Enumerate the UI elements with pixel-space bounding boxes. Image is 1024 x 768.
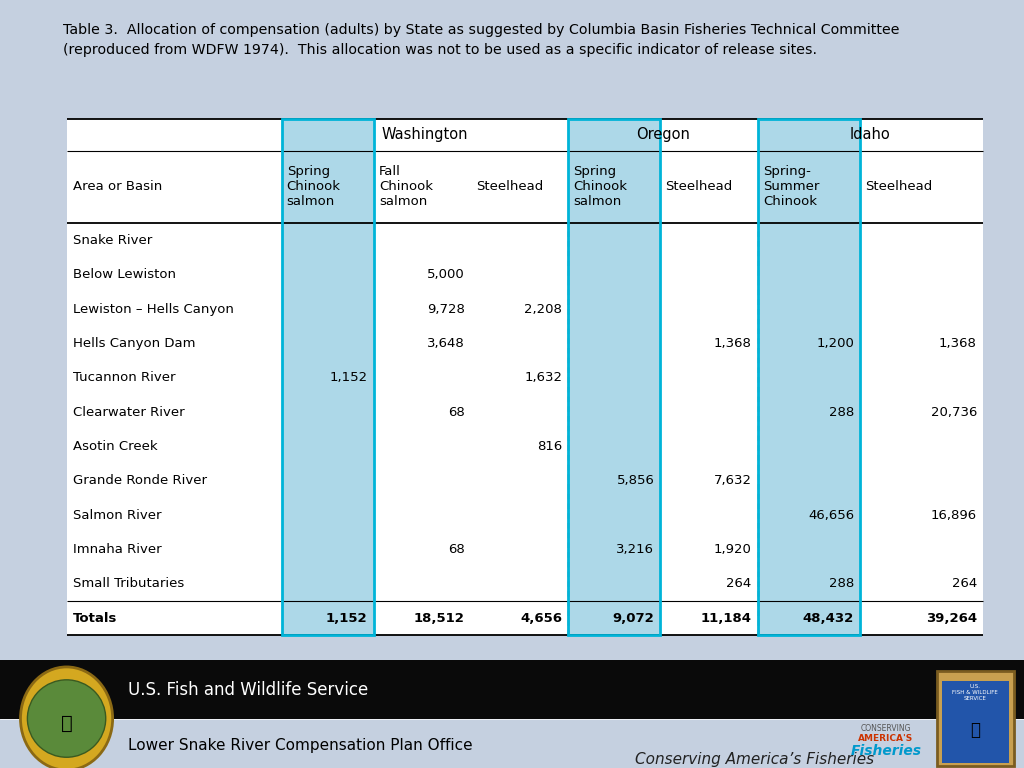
Text: 🦬: 🦬 [60, 714, 73, 733]
Text: 68: 68 [449, 406, 465, 419]
Text: Area or Basin: Area or Basin [73, 180, 162, 194]
Text: AMERICA'S: AMERICA'S [858, 734, 913, 743]
Text: 7,632: 7,632 [714, 475, 752, 488]
Text: 1,152: 1,152 [330, 371, 368, 384]
Text: Steelhead: Steelhead [666, 180, 733, 194]
Text: Washington: Washington [382, 127, 468, 142]
Text: Asotin Creek: Asotin Creek [73, 440, 158, 453]
Text: 3,216: 3,216 [616, 543, 654, 556]
Text: 48,432: 48,432 [803, 611, 854, 624]
Text: 1,632: 1,632 [524, 371, 562, 384]
Text: Snake River: Snake River [73, 234, 152, 247]
Text: 11,184: 11,184 [700, 611, 752, 624]
Text: 5,856: 5,856 [616, 475, 654, 488]
Text: Conserving America’s Fisheries: Conserving America’s Fisheries [635, 752, 874, 766]
Text: 2,208: 2,208 [524, 303, 562, 316]
Text: Grande Ronde River: Grande Ronde River [73, 475, 207, 488]
Text: U.S.
FISH & WILDLIFE
SERVICE: U.S. FISH & WILDLIFE SERVICE [952, 684, 997, 701]
Text: 3,648: 3,648 [427, 337, 465, 350]
Text: Tucannon River: Tucannon River [73, 371, 175, 384]
Text: 1,920: 1,920 [714, 543, 752, 556]
Text: 1,152: 1,152 [326, 611, 368, 624]
Text: 264: 264 [951, 578, 977, 591]
Text: 288: 288 [828, 406, 854, 419]
Text: 9,728: 9,728 [427, 303, 465, 316]
Ellipse shape [20, 667, 113, 768]
Text: Fall
Chinook
salmon: Fall Chinook salmon [379, 165, 433, 208]
Bar [937, 671, 1014, 766]
Bar [758, 119, 860, 635]
Text: Table 3.  Allocation of compensation (adults) by State as suggested by Columbia : Table 3. Allocation of compensation (adu… [63, 23, 900, 57]
Text: 20,736: 20,736 [931, 406, 977, 419]
Text: 1,200: 1,200 [816, 337, 854, 350]
Bar [67, 119, 983, 635]
Text: 46,656: 46,656 [808, 508, 854, 521]
Text: Oregon: Oregon [636, 127, 690, 142]
Text: 16,896: 16,896 [931, 508, 977, 521]
Bar [0, 660, 1024, 719]
Text: Steelhead: Steelhead [865, 180, 933, 194]
Text: Spring
Chinook
salmon: Spring Chinook salmon [573, 165, 628, 208]
Text: 39,264: 39,264 [926, 611, 977, 624]
Text: 5,000: 5,000 [427, 268, 465, 281]
Ellipse shape [28, 680, 105, 757]
Text: 816: 816 [537, 440, 562, 453]
Text: 1,368: 1,368 [714, 337, 752, 350]
Bar [282, 119, 374, 635]
Text: CONSERVING: CONSERVING [860, 724, 911, 733]
Text: 18,512: 18,512 [414, 611, 465, 624]
Bar [942, 681, 1009, 763]
Text: 68: 68 [449, 543, 465, 556]
Text: Idaho: Idaho [850, 127, 891, 142]
Text: Small Tributaries: Small Tributaries [73, 578, 184, 591]
Text: Clearwater River: Clearwater River [73, 406, 184, 419]
Text: Below Lewiston: Below Lewiston [73, 268, 176, 281]
Bar [282, 119, 374, 635]
Bar [568, 119, 660, 635]
Text: Steelhead: Steelhead [476, 180, 544, 194]
Text: 264: 264 [726, 578, 752, 591]
Text: 🐦: 🐦 [970, 721, 980, 740]
Text: Hells Canyon Dam: Hells Canyon Dam [73, 337, 196, 350]
Text: Totals: Totals [73, 611, 117, 624]
Text: 288: 288 [828, 578, 854, 591]
Bar [758, 119, 860, 635]
Text: U.S. Fish and Wildlife Service: U.S. Fish and Wildlife Service [128, 680, 369, 699]
Text: Imnaha River: Imnaha River [73, 543, 162, 556]
Text: Lewiston – Hells Canyon: Lewiston – Hells Canyon [73, 303, 233, 316]
Text: 1,368: 1,368 [939, 337, 977, 350]
Text: 4,656: 4,656 [520, 611, 562, 624]
Text: 9,072: 9,072 [612, 611, 654, 624]
Text: Spring
Chinook
salmon: Spring Chinook salmon [287, 165, 341, 208]
Text: Spring-
Summer
Chinook: Spring- Summer Chinook [763, 165, 819, 208]
Bar [568, 119, 660, 635]
Text: Salmon River: Salmon River [73, 508, 161, 521]
Text: Fisheries: Fisheries [850, 743, 922, 758]
Text: Lower Snake River Compensation Plan Office: Lower Snake River Compensation Plan Offi… [128, 738, 473, 753]
